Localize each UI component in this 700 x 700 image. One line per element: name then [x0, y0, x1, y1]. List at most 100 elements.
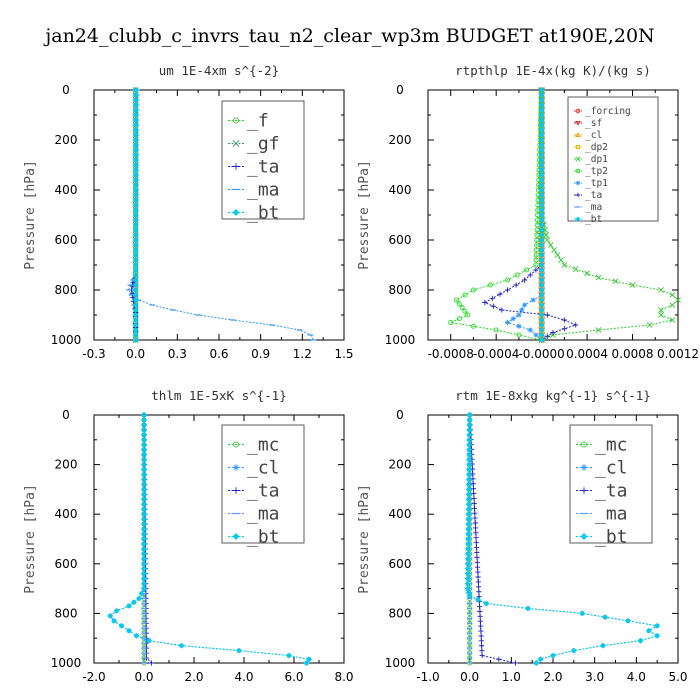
legend-label: _ta: [247, 480, 280, 501]
y-tick-label: 800: [55, 606, 78, 620]
legend-label: _mc: [247, 434, 280, 455]
data-point: [675, 297, 681, 303]
legend-label: _dp1: [585, 154, 608, 165]
chart-panel-1: um 1E-4xm s^{-2} Pressure [hPa] -0.3 0.0 0.3…: [23, 63, 354, 361]
data-point: [533, 262, 539, 268]
series-line: [469, 414, 516, 664]
legend-entry-ma: _ma: [228, 503, 280, 524]
data-point: [476, 589, 482, 595]
panel-title: rtm 1E-8xkg kg^{-1} s^{-1}: [455, 388, 651, 403]
data-point: [669, 292, 676, 298]
y-tick-label: 200: [389, 458, 412, 472]
data-point: [133, 632, 140, 639]
legend-label: _cl: [247, 457, 280, 478]
data-point: [475, 596, 481, 603]
data-point: [474, 564, 481, 570]
data-point: [286, 652, 292, 659]
data-point: [510, 316, 516, 322]
legend-entry-ta: _ta: [576, 480, 628, 501]
data-point: [547, 242, 554, 248]
y-tick-label: 0: [396, 83, 404, 97]
legend-label: _sf: [585, 118, 602, 129]
data-point: [470, 476, 476, 482]
data-point: [658, 307, 664, 313]
data-point: [527, 272, 533, 278]
data-point: [473, 530, 479, 536]
x-tick-label: 6.0: [284, 670, 303, 684]
data-point: [554, 252, 561, 258]
data-point: [126, 603, 132, 609]
data-point: [477, 603, 483, 610]
panel-title: thlm 1E-5xK s^{-1}: [151, 388, 286, 403]
y-tick-label: 0: [62, 408, 70, 422]
legend-swatch-marker: [232, 139, 240, 148]
legend-entry-bt: _bt: [228, 202, 280, 223]
data-point: [602, 614, 609, 621]
y-tick-label: 1000: [385, 656, 416, 670]
y-tick-label: 200: [55, 133, 78, 147]
series-bt: [132, 87, 139, 343]
data-point: [538, 337, 545, 343]
data-point: [477, 608, 483, 614]
data-point: [479, 652, 485, 659]
legend-swatch-marker: [580, 487, 588, 494]
data-point: [658, 287, 664, 293]
x-tick-label: -0.0000: [518, 347, 564, 361]
data-point: [473, 540, 479, 546]
data-point: [516, 323, 522, 329]
x-tick-label: 1.0: [502, 670, 521, 684]
legend: _forcing_sf_cl_dp2_dp1_tp2_tp1_ta_ma_bt: [567, 96, 659, 225]
data-point: [514, 272, 520, 278]
legend-entry-ma: _ma: [228, 179, 280, 200]
legend-swatch-marker: [575, 192, 581, 198]
data-point: [490, 303, 496, 309]
legend-label: _ma: [585, 202, 602, 213]
data-point: [487, 282, 494, 288]
y-tick-label: 800: [389, 606, 412, 620]
x-tick-label: 2.0: [184, 670, 203, 684]
series-tp2: [448, 87, 545, 343]
data-point: [543, 232, 550, 238]
y-tick-label: 600: [55, 557, 78, 571]
legend-entry-forcing: _forcing: [574, 106, 631, 117]
series-bt: [464, 412, 661, 666]
plot-frame: [93, 414, 345, 664]
x-tick-label: 0.0: [126, 347, 145, 361]
x-tick-label: 0.3: [168, 347, 187, 361]
legend-swatch-marker: [232, 487, 240, 494]
x-tick-label: 4.0: [234, 670, 253, 684]
data-point: [472, 525, 479, 531]
series-line: [128, 89, 314, 341]
x-tick-label: 5.0: [668, 670, 687, 684]
legend-label: _ma: [595, 503, 628, 524]
legend-label: _cl: [595, 457, 628, 478]
legend-swatch-marker: [232, 163, 240, 170]
x-tick-label: 0.6: [209, 347, 228, 361]
data-point: [645, 627, 652, 634]
data-point: [533, 267, 539, 273]
data-point: [504, 319, 511, 326]
series-bt: [107, 412, 312, 666]
data-point: [579, 610, 586, 617]
legend-swatch-marker: [232, 532, 240, 541]
data-point: [561, 262, 568, 268]
legend-entry-tp2: _tp2: [574, 166, 608, 177]
legend-swatch-marker: [575, 168, 581, 174]
data-point: [519, 307, 525, 313]
x-tick-label: -2.0: [82, 670, 105, 684]
x-tick-label: 8.0: [334, 670, 353, 684]
x-tick-label: 0.0: [460, 670, 479, 684]
data-point: [504, 287, 511, 293]
legend: _mc_cl_ta_ma_bt: [569, 424, 653, 547]
data-point: [505, 277, 511, 283]
x-tick-label: 3.0: [585, 670, 604, 684]
legend-swatch-marker: [232, 117, 240, 124]
series-ta: [482, 87, 579, 343]
data-point: [473, 544, 480, 551]
x-tick-label: -0.0008: [428, 347, 474, 361]
data-point: [537, 656, 544, 663]
y-tick-label: 400: [55, 507, 78, 521]
data-point: [475, 574, 481, 580]
data-point: [470, 323, 476, 329]
